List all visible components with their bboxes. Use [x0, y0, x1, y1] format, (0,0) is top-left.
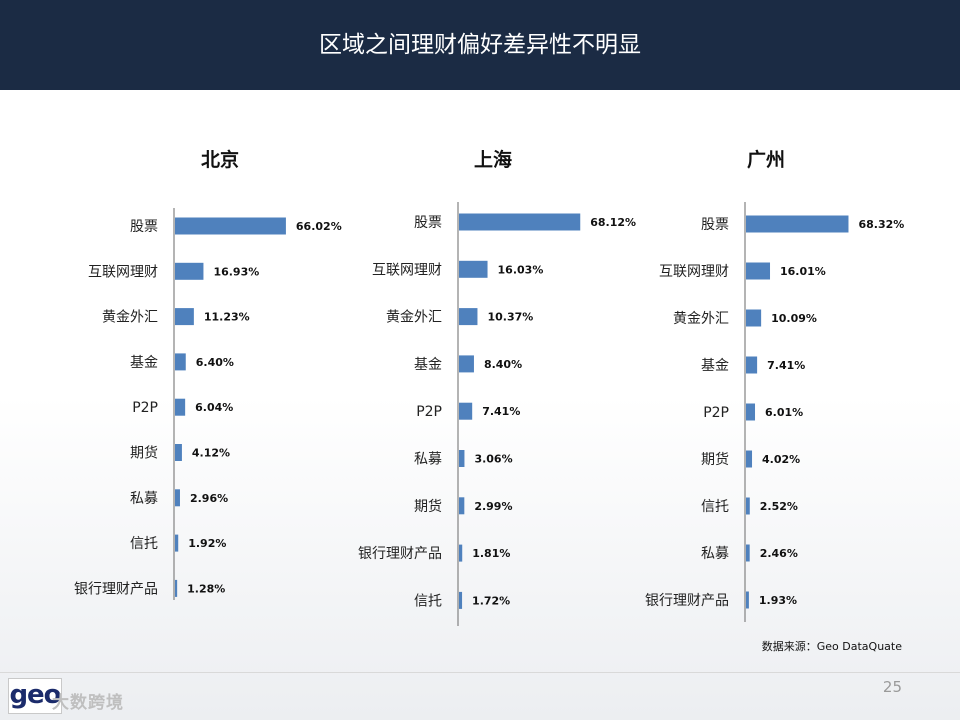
bar — [175, 217, 286, 235]
bar — [459, 260, 488, 278]
bar — [746, 497, 750, 515]
category-label: 基金 — [701, 357, 729, 374]
category-label: 互联网理财 — [88, 264, 158, 280]
bar — [175, 398, 186, 416]
data-label: 6.40% — [196, 356, 234, 369]
data-label: 1.93% — [759, 594, 797, 607]
category-label: 互联网理财 — [372, 262, 442, 278]
bar — [175, 579, 178, 597]
bar — [459, 591, 463, 609]
data-label: 4.12% — [192, 447, 230, 460]
category-label: 信托 — [130, 536, 158, 552]
bar — [746, 262, 771, 280]
data-label: 2.52% — [760, 500, 798, 513]
chart-title: 北京 — [201, 148, 239, 171]
data-label: 68.32% — [858, 218, 904, 231]
data-label: 1.28% — [187, 582, 225, 595]
category-label: P2P — [132, 400, 158, 416]
data-label: 7.41% — [482, 405, 520, 418]
chart-title: 广州 — [747, 148, 785, 171]
data-label: 6.01% — [765, 406, 803, 419]
data-label: 2.99% — [474, 500, 512, 513]
data-label: 1.81% — [472, 547, 510, 560]
category-label: 黄金外汇 — [386, 309, 442, 326]
bar — [459, 450, 465, 467]
category-label: 基金 — [414, 356, 442, 373]
data-label: 68.12% — [590, 216, 636, 229]
chart-title: 上海 — [474, 148, 512, 171]
category-label: 期货 — [414, 498, 442, 515]
data-label: 1.92% — [188, 537, 226, 550]
category-label: 信托 — [414, 593, 442, 609]
page-title: 区域之间理财偏好差异性不明显 — [319, 32, 641, 58]
bar — [459, 355, 474, 373]
bar — [175, 262, 204, 280]
category-label: 银行理财产品 — [358, 546, 442, 562]
bar — [175, 353, 186, 371]
footer-divider — [0, 672, 960, 673]
data-label: 16.93% — [213, 265, 259, 278]
data-label: 66.02% — [296, 220, 342, 233]
category-label: 信托 — [701, 499, 729, 515]
bar — [175, 308, 194, 326]
data-label: 10.37% — [487, 311, 533, 324]
bar — [175, 444, 182, 461]
category-label: 黄金外汇 — [673, 310, 729, 327]
source-note: 数据来源：Geo DataQuate — [761, 640, 902, 653]
data-label: 11.23% — [204, 311, 250, 324]
category-label: 互联网理财 — [659, 264, 729, 280]
bar — [746, 215, 849, 233]
header-bar — [0, 0, 960, 90]
category-label: 私募 — [701, 546, 729, 562]
category-label: 基金 — [130, 354, 158, 371]
data-label: 8.40% — [484, 358, 522, 371]
bar — [459, 544, 463, 562]
data-label: 2.46% — [760, 547, 798, 560]
bar — [459, 213, 581, 231]
category-label: 银行理财产品 — [74, 581, 158, 597]
data-label: 3.06% — [474, 453, 512, 466]
category-label: 私募 — [130, 491, 158, 507]
logo-mark: geo — [8, 678, 62, 714]
category-label: 期货 — [701, 451, 729, 468]
data-label: 10.09% — [771, 312, 817, 325]
data-label: 6.04% — [195, 401, 233, 414]
category-label: 股票 — [414, 215, 442, 231]
data-label: 16.01% — [780, 265, 826, 278]
category-label: P2P — [703, 405, 729, 421]
bar — [746, 356, 758, 374]
brand-logo: geo 大数跨境 — [8, 678, 136, 718]
category-label: 股票 — [701, 217, 729, 233]
category-label: 股票 — [130, 219, 158, 235]
category-label: 银行理财产品 — [645, 593, 729, 609]
category-label: 私募 — [414, 452, 442, 468]
bar — [459, 308, 478, 326]
page-number: 25 — [882, 678, 902, 696]
bar — [175, 534, 179, 552]
category-label: 期货 — [130, 445, 158, 462]
category-label: 黄金外汇 — [102, 309, 158, 326]
bar — [175, 489, 180, 507]
bar — [746, 403, 756, 421]
data-label: 7.41% — [767, 359, 805, 372]
data-label: 1.72% — [472, 594, 510, 607]
bar — [746, 309, 762, 327]
logo-text: 大数跨境 — [52, 693, 124, 713]
category-label: P2P — [416, 404, 442, 420]
bar — [746, 544, 750, 562]
data-label: 4.02% — [762, 453, 800, 466]
bar — [459, 402, 473, 420]
bar — [459, 497, 465, 515]
bar — [746, 450, 753, 468]
data-label: 16.03% — [498, 263, 544, 276]
bar — [746, 591, 749, 609]
data-label: 2.96% — [190, 492, 228, 505]
